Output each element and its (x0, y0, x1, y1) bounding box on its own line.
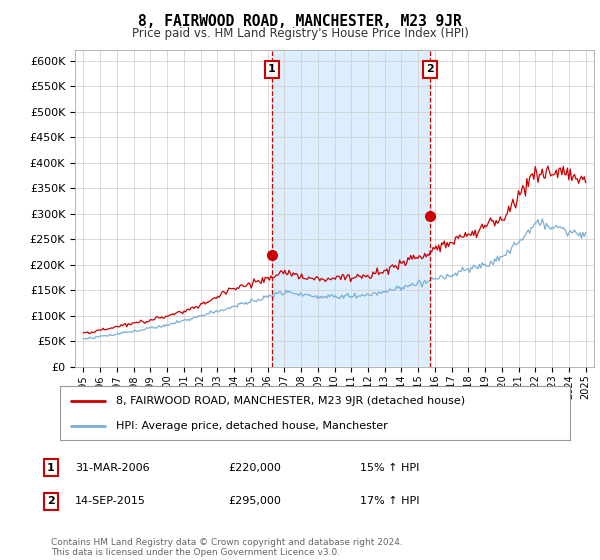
Bar (272, 50, 430, 367)
Text: 1: 1 (47, 463, 55, 473)
Text: 8, FAIRWOOD ROAD, MANCHESTER, M23 9JR (detached house): 8, FAIRWOOD ROAD, MANCHESTER, M23 9JR (d… (116, 396, 465, 407)
Text: 2: 2 (47, 496, 55, 506)
Text: 15% ↑ HPI: 15% ↑ HPI (360, 463, 419, 473)
Text: Price paid vs. HM Land Registry's House Price Index (HPI): Price paid vs. HM Land Registry's House … (131, 27, 469, 40)
Text: 1: 1 (268, 64, 275, 74)
Text: 17% ↑ HPI: 17% ↑ HPI (360, 496, 419, 506)
Text: HPI: Average price, detached house, Manchester: HPI: Average price, detached house, Manc… (116, 421, 388, 431)
Text: 2: 2 (426, 64, 434, 74)
Text: Contains HM Land Registry data © Crown copyright and database right 2024.
This d: Contains HM Land Registry data © Crown c… (51, 538, 403, 557)
Text: £220,000: £220,000 (228, 463, 281, 473)
Text: 8, FAIRWOOD ROAD, MANCHESTER, M23 9JR: 8, FAIRWOOD ROAD, MANCHESTER, M23 9JR (138, 14, 462, 29)
Text: 14-SEP-2015: 14-SEP-2015 (75, 496, 146, 506)
Text: £295,000: £295,000 (228, 496, 281, 506)
Text: 31-MAR-2006: 31-MAR-2006 (75, 463, 149, 473)
